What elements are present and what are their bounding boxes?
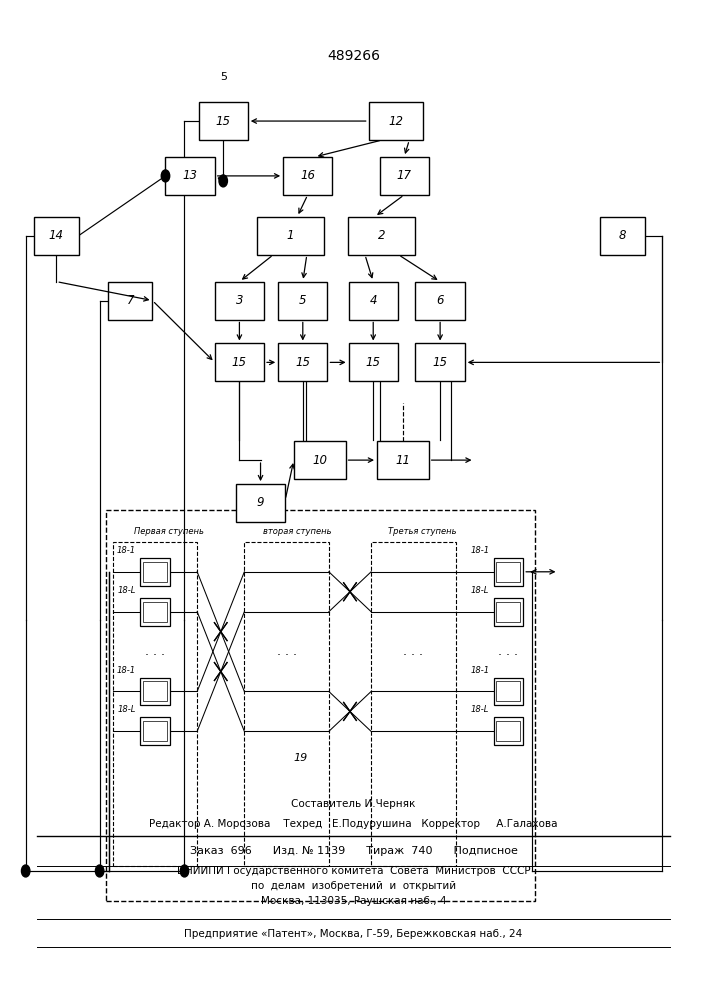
Text: по  делам  изобретений  и  открытий: по делам изобретений и открытий xyxy=(251,881,456,891)
Bar xyxy=(493,558,523,586)
Bar xyxy=(199,102,248,140)
Text: 18-L: 18-L xyxy=(471,586,489,595)
Bar xyxy=(493,598,523,626)
Bar xyxy=(140,717,170,745)
Text: Редактор А. Морозова    Техред   Е.Подурушина   Корректор     А.Галахова: Редактор А. Морозова Техред Е.Подурушина… xyxy=(149,819,558,829)
Text: 18-1: 18-1 xyxy=(117,546,136,555)
Bar xyxy=(493,717,523,745)
Circle shape xyxy=(180,865,189,877)
Text: 18-1: 18-1 xyxy=(470,666,489,675)
Text: 18-L: 18-L xyxy=(117,586,136,595)
Circle shape xyxy=(95,865,104,877)
Bar xyxy=(371,542,455,866)
Bar xyxy=(278,343,327,381)
Text: 10: 10 xyxy=(312,454,327,467)
Text: 15: 15 xyxy=(296,356,310,369)
Bar xyxy=(368,102,423,140)
Text: 5: 5 xyxy=(299,294,307,307)
Text: Составитель И.Черняк: Составитель И.Черняк xyxy=(291,799,416,809)
Text: 7: 7 xyxy=(127,294,134,307)
Text: 13: 13 xyxy=(182,169,198,182)
Text: 3: 3 xyxy=(235,294,243,307)
Bar xyxy=(380,157,429,195)
Bar xyxy=(143,602,167,622)
Text: 2: 2 xyxy=(378,229,385,242)
Text: 15: 15 xyxy=(433,356,448,369)
Text: 14: 14 xyxy=(49,229,64,242)
Bar xyxy=(283,157,332,195)
Circle shape xyxy=(161,170,170,182)
Text: Москва, 113035, Раушская наб., 4: Москва, 113035, Раушская наб., 4 xyxy=(261,896,446,906)
Bar xyxy=(496,562,520,582)
Bar xyxy=(349,282,398,320)
Bar xyxy=(105,510,535,901)
Bar xyxy=(416,343,464,381)
Bar xyxy=(165,157,215,195)
Text: 8: 8 xyxy=(619,229,626,242)
Bar xyxy=(215,282,264,320)
Text: Первая ступень: Первая ступень xyxy=(134,527,204,536)
Bar xyxy=(236,484,285,522)
Bar xyxy=(600,217,645,255)
Bar xyxy=(140,678,170,705)
Text: 15: 15 xyxy=(216,115,230,128)
Text: 17: 17 xyxy=(397,169,411,182)
Bar xyxy=(294,441,346,479)
Bar xyxy=(416,282,464,320)
Text: 15: 15 xyxy=(232,356,247,369)
Bar xyxy=(349,217,415,255)
Bar xyxy=(215,343,264,381)
Bar xyxy=(496,602,520,622)
Bar xyxy=(496,681,520,701)
Text: 6: 6 xyxy=(436,294,444,307)
Text: 18-1: 18-1 xyxy=(470,546,489,555)
Text: 18-1: 18-1 xyxy=(117,666,136,675)
Circle shape xyxy=(21,865,30,877)
Bar xyxy=(108,282,153,320)
Text: 12: 12 xyxy=(388,115,403,128)
Text: 18-L: 18-L xyxy=(471,705,489,714)
Text: . . .: . . . xyxy=(276,645,297,658)
Text: 15: 15 xyxy=(366,356,380,369)
Bar xyxy=(140,558,170,586)
Bar xyxy=(143,681,167,701)
Bar xyxy=(349,343,398,381)
Text: ЦНИИПИ Государственного комитета  Совета  Министров  СССР: ЦНИИПИ Государственного комитета Совета … xyxy=(177,866,530,876)
Text: . . .: . . . xyxy=(145,645,165,658)
Bar xyxy=(34,217,78,255)
Text: 9: 9 xyxy=(257,496,264,509)
Bar xyxy=(143,562,167,582)
Bar xyxy=(496,721,520,741)
Bar xyxy=(278,282,327,320)
Bar xyxy=(377,441,428,479)
Text: вторая ступень: вторая ступень xyxy=(263,527,332,536)
Text: Заказ  696      Изд. № 1139      Тираж  740      Подписное: Заказ 696 Изд. № 1139 Тираж 740 Подписно… xyxy=(189,846,518,856)
Text: . . .: . . . xyxy=(498,645,518,658)
Circle shape xyxy=(219,175,228,187)
Text: 1: 1 xyxy=(286,229,294,242)
Bar xyxy=(140,598,170,626)
Text: 11: 11 xyxy=(395,454,410,467)
Text: 5: 5 xyxy=(220,72,227,82)
Text: . . .: . . . xyxy=(404,645,423,658)
Text: 16: 16 xyxy=(300,169,315,182)
Text: 19: 19 xyxy=(293,753,308,763)
Text: 18-L: 18-L xyxy=(117,705,136,714)
Bar xyxy=(143,721,167,741)
Bar xyxy=(257,217,324,255)
Bar xyxy=(245,542,329,866)
Bar xyxy=(112,542,197,866)
Text: Третья ступень: Третья ступень xyxy=(388,527,457,536)
Bar xyxy=(493,678,523,705)
Text: Предприятие «Патент», Москва, Г-59, Бережковская наб., 24: Предприятие «Патент», Москва, Г-59, Бере… xyxy=(185,929,522,939)
Text: 489266: 489266 xyxy=(327,49,380,63)
Text: 4: 4 xyxy=(370,294,377,307)
